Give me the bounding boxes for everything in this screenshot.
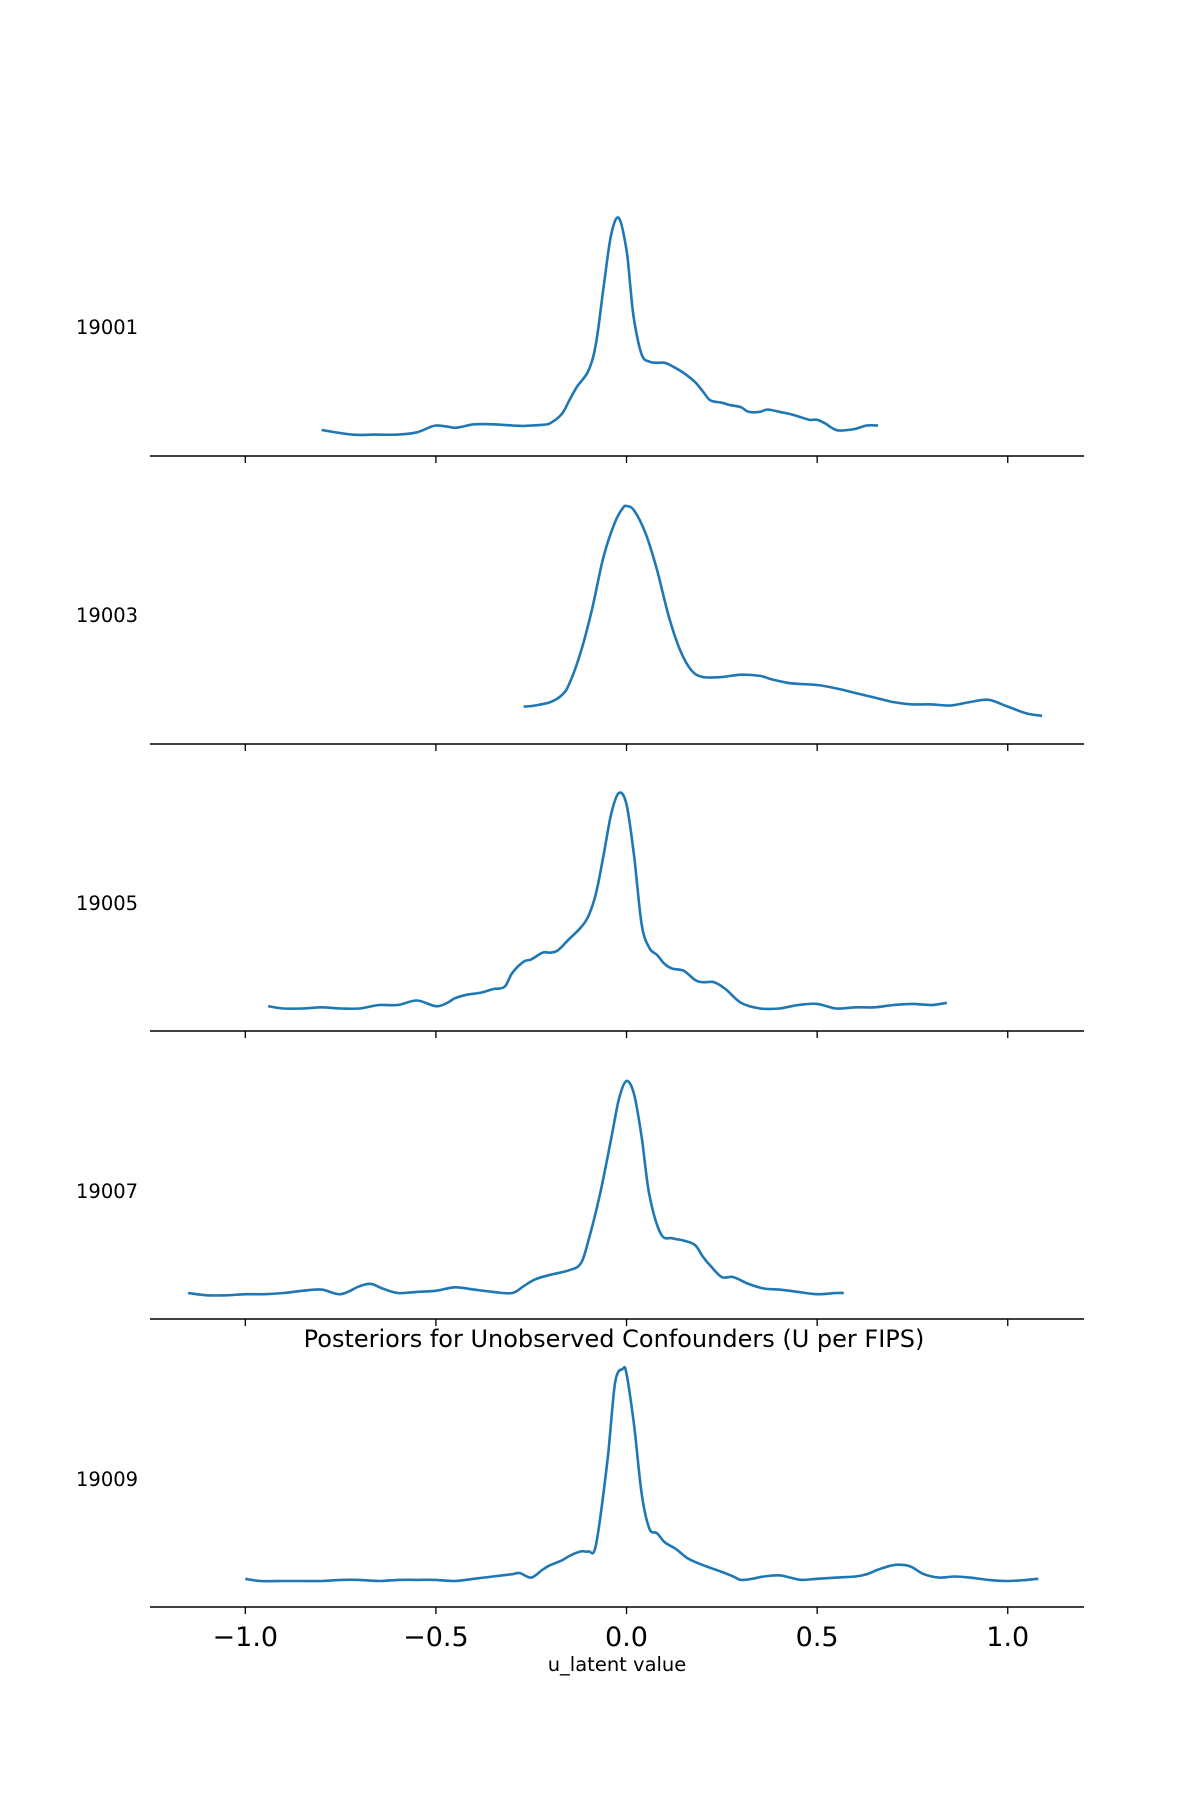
chart-title: Posteriors for Unobserved Confounders (U… [304, 1325, 925, 1353]
panel-19007: 19007 [76, 1079, 1084, 1326]
panel-19001: 19001 [76, 216, 1084, 463]
density-line-19007 [187, 1079, 844, 1297]
x-tick-label: −0.5 [403, 1622, 469, 1653]
panel-19009: −1.0 −0.5 0.0 0.5 1.0 19009 [76, 1365, 1084, 1653]
series-label: 19005 [76, 892, 138, 915]
x-tick-label: 0.5 [796, 1622, 839, 1653]
x-axis-label: u_latent value [548, 1653, 687, 1676]
density-line-19009 [245, 1365, 1039, 1583]
x-tick-label: 0.0 [605, 1622, 648, 1653]
panels: 19001 19003 19005 19007 −1.0 −0.5 0.0 0.5 1.0 190… [76, 216, 1084, 1653]
series-label: 19003 [76, 604, 138, 627]
density-line-19003 [523, 504, 1043, 718]
panel-19005: 19005 [76, 791, 1084, 1038]
density-line-19001 [321, 216, 879, 437]
x-tick-label: −1.0 [213, 1622, 279, 1653]
x-tick-label: 1.0 [986, 1622, 1029, 1653]
panel-19003: 19003 [76, 504, 1084, 751]
density-line-19005 [267, 791, 947, 1011]
series-label: 19009 [76, 1468, 138, 1491]
series-label: 19001 [76, 316, 138, 339]
series-label: 19007 [76, 1180, 138, 1203]
